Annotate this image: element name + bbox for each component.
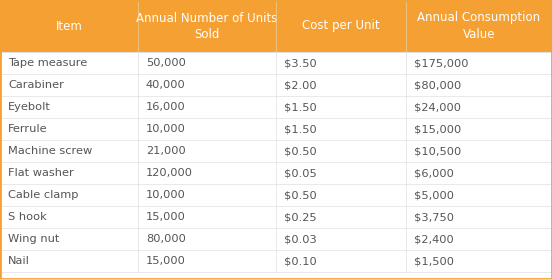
Text: 50,000: 50,000 [146,58,186,68]
Text: 40,000: 40,000 [146,80,186,90]
Text: Item: Item [56,20,82,32]
Text: $3,750: $3,750 [414,212,454,222]
Text: Machine screw: Machine screw [8,146,92,156]
Bar [0,74,138,96]
Bar [276,228,406,250]
Text: $80,000: $80,000 [414,80,461,90]
Bar [0,162,138,184]
Bar [138,250,276,272]
Text: $0.50: $0.50 [284,146,317,156]
Bar [138,206,276,228]
Bar [276,74,406,96]
Bar [0,140,138,162]
Bar [406,140,552,162]
Text: Annual Consumption
Value: Annual Consumption Value [417,11,540,40]
Bar [138,162,276,184]
Bar [0,52,138,74]
Bar [406,0,552,52]
Text: Annual Number of Units
Sold: Annual Number of Units Sold [136,11,278,40]
Bar [0,228,138,250]
Text: 15,000: 15,000 [146,212,186,222]
Bar [406,228,552,250]
Text: 15,000: 15,000 [146,256,186,266]
Text: $0.50: $0.50 [284,190,317,200]
Bar [406,162,552,184]
Text: $1.50: $1.50 [284,124,317,134]
Bar [406,118,552,140]
Bar [138,140,276,162]
Text: $2,400: $2,400 [414,234,454,244]
Text: Cost per Unit: Cost per Unit [302,20,380,32]
Text: $1,500: $1,500 [414,256,454,266]
Text: $175,000: $175,000 [414,58,469,68]
Text: $0.03: $0.03 [284,234,317,244]
Bar [276,162,406,184]
Bar [276,52,406,74]
Bar [276,0,406,52]
Bar [276,184,406,206]
Bar [406,52,552,74]
Bar [0,206,138,228]
Bar [406,250,552,272]
Text: $6,000: $6,000 [414,168,454,178]
Text: Flat washer: Flat washer [8,168,74,178]
Bar [0,250,138,272]
Text: Nail: Nail [8,256,30,266]
Text: S hook: S hook [8,212,47,222]
Text: $2.00: $2.00 [284,80,317,90]
Bar [276,140,406,162]
Bar [0,96,138,118]
Text: $3.50: $3.50 [284,58,317,68]
Text: 10,000: 10,000 [146,124,186,134]
Text: 16,000: 16,000 [146,102,186,112]
Bar [138,228,276,250]
Bar [276,206,406,228]
Text: $1.50: $1.50 [284,102,317,112]
Bar [406,96,552,118]
Text: 80,000: 80,000 [146,234,186,244]
Bar [276,250,406,272]
Text: $5,000: $5,000 [414,190,454,200]
Text: 10,000: 10,000 [146,190,186,200]
Text: 120,000: 120,000 [146,168,193,178]
Text: $0.10: $0.10 [284,256,317,266]
Bar [0,0,138,52]
Text: $0.05: $0.05 [284,168,317,178]
Text: Wing nut: Wing nut [8,234,60,244]
Text: Eyebolt: Eyebolt [8,102,51,112]
Bar [138,96,276,118]
Text: $10,500: $10,500 [414,146,461,156]
Bar [0,118,138,140]
Bar [0,184,138,206]
Bar [406,184,552,206]
Text: $24,000: $24,000 [414,102,461,112]
Bar [138,74,276,96]
Text: $0.25: $0.25 [284,212,317,222]
Bar [276,96,406,118]
Text: Tape measure: Tape measure [8,58,87,68]
Text: Ferrule: Ferrule [8,124,47,134]
Text: $15,000: $15,000 [414,124,461,134]
Text: 21,000: 21,000 [146,146,186,156]
Bar [138,0,276,52]
Bar [138,184,276,206]
Bar [406,74,552,96]
Bar [138,118,276,140]
Bar [276,118,406,140]
Bar [406,206,552,228]
Bar [138,52,276,74]
Text: Carabiner: Carabiner [8,80,64,90]
Text: Cable clamp: Cable clamp [8,190,78,200]
